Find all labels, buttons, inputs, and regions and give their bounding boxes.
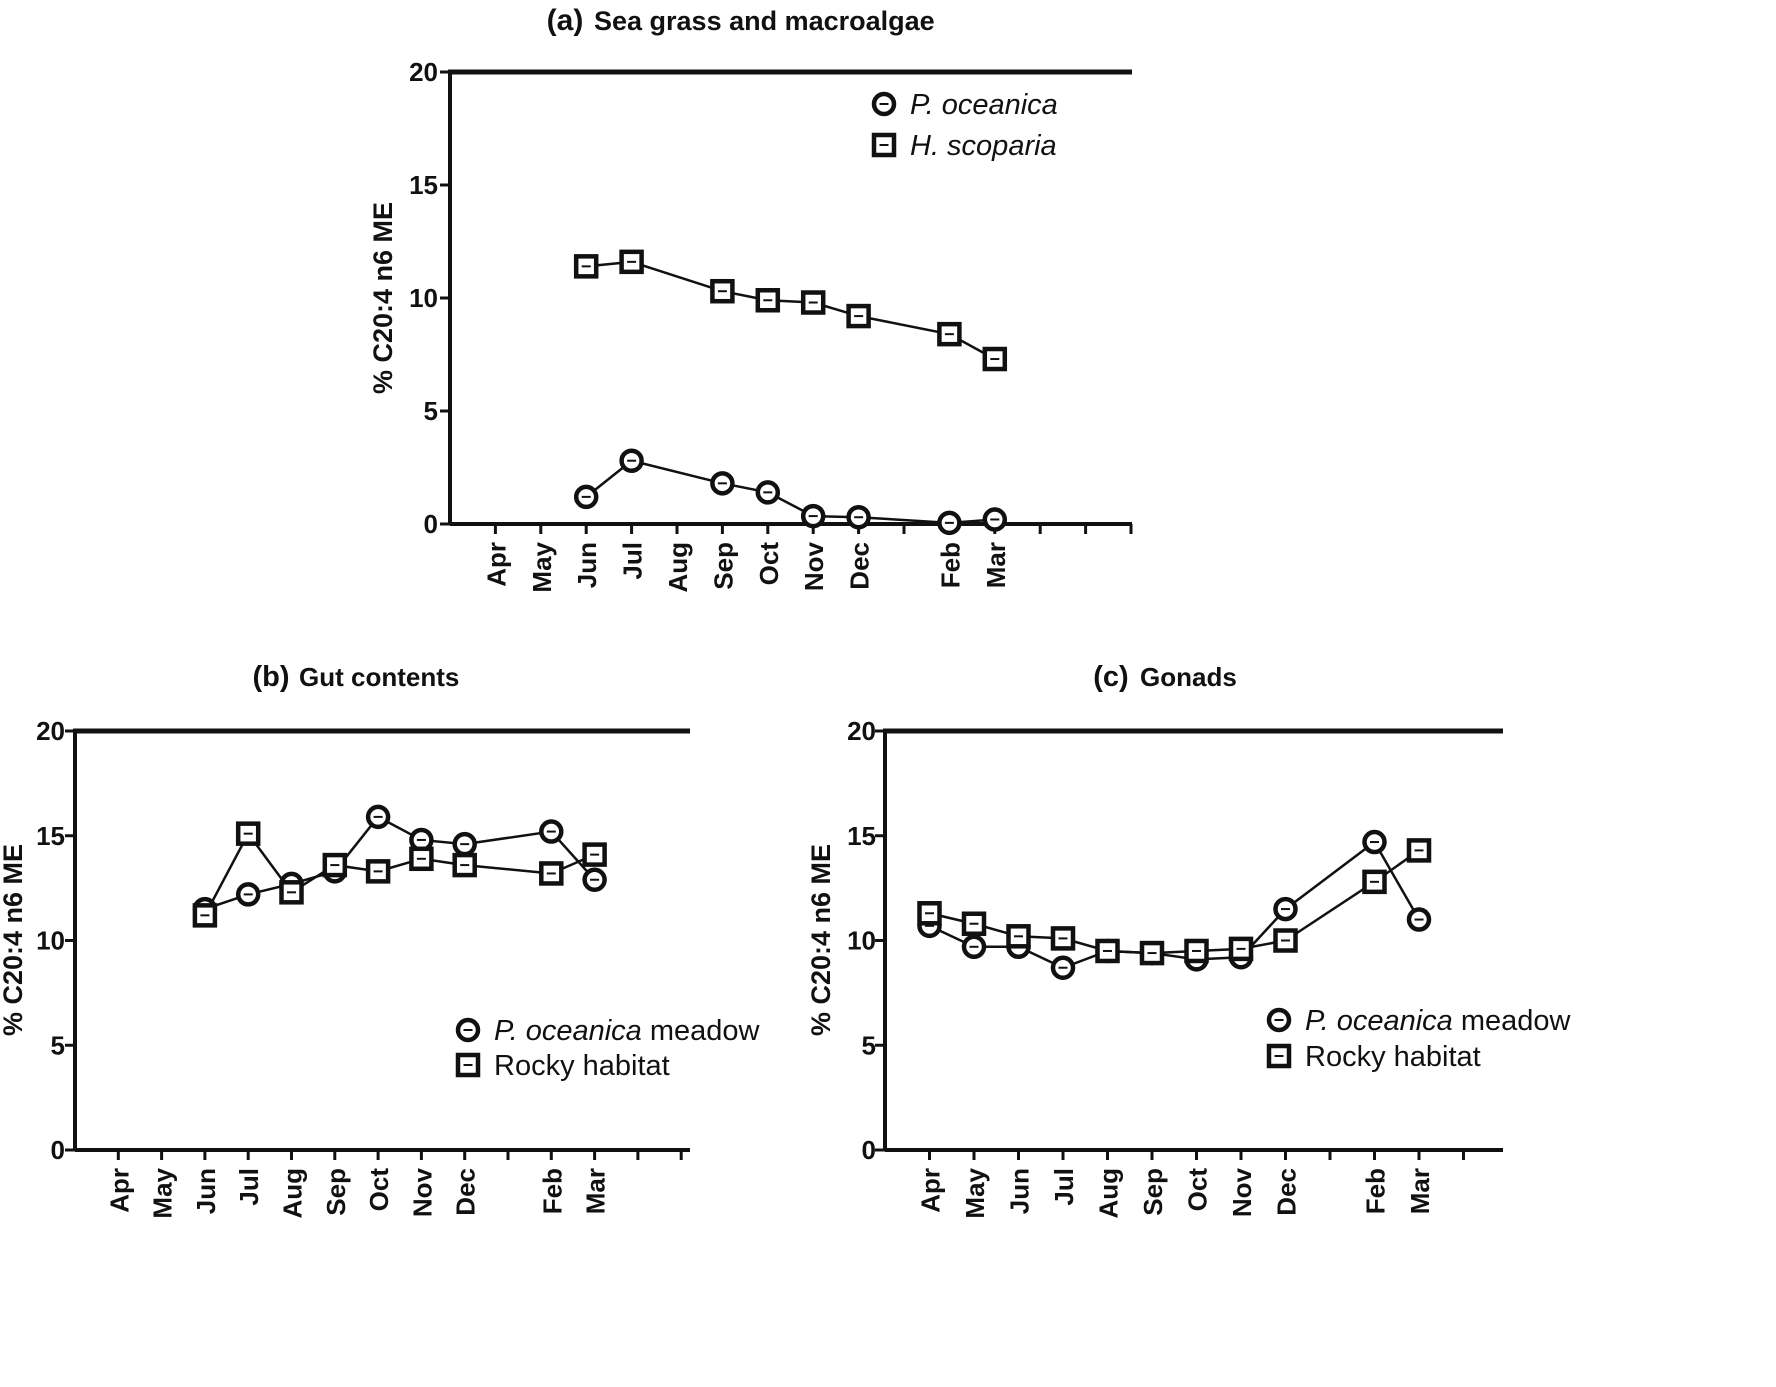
y-tick-label: 10: [36, 926, 65, 956]
y-tick-label: 0: [51, 1135, 65, 1165]
y-tick-label: 5: [862, 1030, 876, 1060]
x-tick-label: Mar: [981, 542, 1011, 588]
y-tick-label: 20: [847, 716, 876, 746]
x-tick-label: Feb: [1361, 1168, 1391, 1214]
x-tick-label: Nov: [1227, 1167, 1257, 1217]
legend-entry: H. scoparia: [871, 130, 1057, 162]
x-tick-label: Jun: [191, 1168, 221, 1214]
x-tick-label: Dec: [451, 1168, 481, 1216]
x-tick-label: Jul: [1049, 1168, 1079, 1206]
x-tick-label: Feb: [935, 542, 965, 588]
series-line: [585, 459, 995, 525]
legend-label: H. scoparia: [910, 130, 1057, 162]
x-tick-label: May: [148, 1167, 178, 1218]
x-tick-label: Mar: [581, 1168, 611, 1214]
x-tick-label: Aug: [1094, 1168, 1124, 1219]
chart-title: Gut contents: [299, 662, 459, 692]
panel-label: (a): [547, 4, 584, 37]
x-tick-label: Oct: [364, 1168, 394, 1212]
legend-label: P. oceanica meadow: [1305, 1005, 1572, 1037]
chart-panel-1: (a) Sea grass and macroalgae 0 5 10 15 20 Apr Ma…: [368, 4, 1133, 593]
chart-title: Gonads: [1140, 662, 1237, 692]
y-axis-label: % C20:4 n6 ME: [806, 844, 836, 1036]
series-line: [928, 840, 1421, 970]
series-square: [573, 249, 1008, 372]
x-tick-label: Oct: [1183, 1168, 1213, 1212]
x-tick-label: Sep: [321, 1168, 351, 1216]
x-tick-label: Sep: [708, 542, 738, 590]
legend-entry: Rocky habitat: [455, 1050, 670, 1082]
legend-entry: P. oceanica meadow: [455, 1015, 761, 1047]
panel-label: (c): [1093, 661, 1128, 693]
y-tick-label: 20: [409, 57, 438, 87]
x-tick-label: Aug: [278, 1168, 308, 1219]
chart-panel-3: (c) Gonads 0 5 10 15 20 Apr May Jun Jul Aug Sep Oct No…: [806, 661, 1572, 1219]
series-square: [192, 821, 607, 928]
y-tick-label: 0: [862, 1135, 876, 1165]
x-tick-label: Apr: [916, 1168, 946, 1213]
x-tick-label: Jul: [234, 1168, 264, 1206]
y-tick-label: 15: [409, 170, 438, 200]
legend-label: P. oceanica meadow: [494, 1015, 761, 1047]
x-tick-label: Jun: [1005, 1168, 1035, 1214]
y-tick-label: 15: [847, 821, 876, 851]
x-tick-label: Nov: [407, 1167, 437, 1217]
x-tick-label: Sep: [1138, 1168, 1168, 1216]
y-tick-label: 10: [847, 926, 876, 956]
chart-title: Sea grass and macroalgae: [594, 6, 935, 36]
legend-entry: P. oceanica meadow: [1266, 1005, 1572, 1037]
y-tick-label: 0: [424, 509, 438, 539]
panel-label: (b): [252, 661, 289, 693]
y-tick-label: 5: [51, 1030, 65, 1060]
x-tick-label: Jul: [618, 542, 648, 580]
series-square: [917, 838, 1432, 966]
y-tick-label: 15: [36, 821, 65, 851]
x-tick-label: Jun: [572, 542, 602, 588]
x-tick-label: Feb: [537, 1168, 567, 1214]
x-tick-label: Apr: [104, 1168, 134, 1213]
legend-entry: P. oceanica: [871, 89, 1058, 121]
x-tick-label: Apr: [481, 542, 511, 587]
y-tick-label: 20: [36, 716, 65, 746]
x-tick-label: Nov: [799, 541, 829, 591]
legend-label: Rocky habitat: [494, 1050, 670, 1082]
series-line: [586, 260, 996, 361]
x-tick-label: Aug: [663, 542, 693, 593]
series-circle: [917, 829, 1432, 980]
series-circle: [573, 448, 1008, 536]
legend-label: P. oceanica: [910, 89, 1058, 121]
series-line: [929, 849, 1420, 955]
legend-label: Rocky habitat: [1305, 1041, 1481, 1073]
y-axis-label: % C20:4 n6 ME: [0, 844, 28, 1036]
x-tick-label: May: [960, 1167, 990, 1218]
y-tick-label: 5: [424, 396, 438, 426]
x-tick-label: Mar: [1405, 1168, 1435, 1214]
series-line: [203, 831, 596, 916]
y-tick-label: 10: [409, 283, 438, 313]
chart-panel-2: (b) Gut contents 0 5 10 15 20 Apr May Jun Jul Aug Se…: [0, 661, 761, 1219]
series-line: [204, 815, 596, 911]
x-tick-label: Dec: [845, 542, 875, 590]
x-tick-label: Oct: [754, 542, 784, 586]
x-tick-label: Dec: [1272, 1168, 1302, 1216]
y-axis-label: % C20:4 n6 ME: [368, 202, 398, 394]
legend-entry: Rocky habitat: [1266, 1041, 1481, 1073]
x-tick-label: May: [527, 541, 557, 592]
